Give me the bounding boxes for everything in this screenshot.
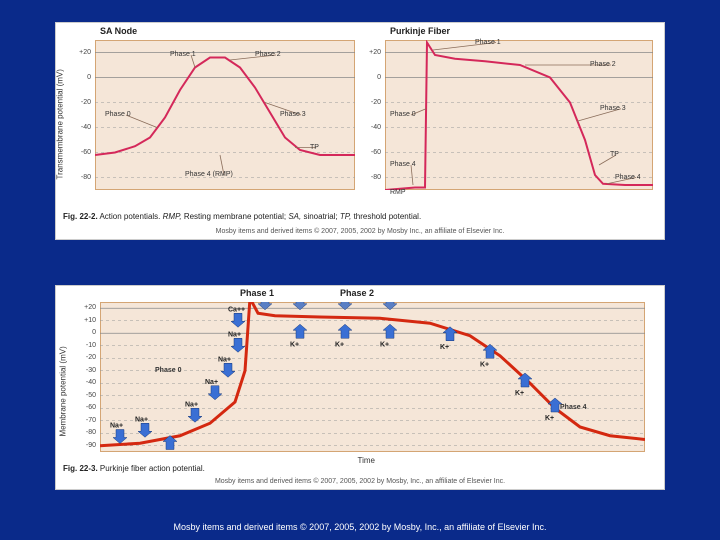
phase-label: Phase 4 bbox=[560, 404, 586, 411]
figure-caption: Fig. 22-3. Purkinje fiber action potenti… bbox=[63, 464, 205, 473]
ytick-label: +20 bbox=[76, 304, 96, 311]
phase-label: TP bbox=[610, 151, 619, 158]
ytick-label: +10 bbox=[76, 317, 96, 324]
ytick-label: -80 bbox=[76, 429, 96, 436]
ytick-label: -60 bbox=[76, 404, 96, 411]
svg-text:K+: K+ bbox=[440, 344, 449, 351]
ytick-label: +20 bbox=[71, 49, 91, 56]
ytick-label: -40 bbox=[76, 379, 96, 386]
ytick-label: -20 bbox=[361, 99, 381, 106]
ytick-label: 0 bbox=[76, 329, 96, 336]
phase-label: Phase 4 (RMP) bbox=[185, 171, 233, 178]
svg-text:K+: K+ bbox=[545, 415, 554, 422]
svg-text:Na+: Na+ bbox=[218, 356, 231, 363]
ytick-label: -60 bbox=[361, 149, 381, 156]
ytick-label: -60 bbox=[71, 149, 91, 156]
phase1-header: Phase 1 bbox=[240, 288, 274, 298]
phase2-header: Phase 2 bbox=[340, 288, 374, 298]
phase-label: RMP bbox=[390, 189, 406, 196]
phase-label: Phase 4 bbox=[615, 174, 641, 181]
ytick-label: -20 bbox=[71, 99, 91, 106]
phase-label: Phase 3 bbox=[280, 111, 306, 118]
sa-title: SA Node bbox=[100, 26, 137, 36]
phase-label: TP bbox=[310, 144, 319, 151]
copyright-text: Mosby items and derived items © 2007, 20… bbox=[55, 478, 665, 485]
phase-label: Phase 0 bbox=[390, 111, 416, 118]
phase-label: Phase 2 bbox=[590, 61, 616, 68]
ytick-label: 0 bbox=[71, 74, 91, 81]
phase-label: Phase 0 bbox=[155, 367, 181, 374]
copyright-text: Mosby items and derived items © 2007, 20… bbox=[55, 228, 665, 235]
svg-text:Na+: Na+ bbox=[205, 379, 218, 386]
y-axis-label: Transmembrane potential (mV) bbox=[56, 60, 65, 180]
phase-label: Phase 0 bbox=[105, 111, 131, 118]
ytick-label: -20 bbox=[76, 354, 96, 361]
ytick-label: -40 bbox=[361, 124, 381, 131]
figure-caption: Fig. 22-2. Action potentials. RMP, Resti… bbox=[63, 212, 421, 221]
ytick-label: -40 bbox=[71, 124, 91, 131]
ytick-label: 0 bbox=[361, 74, 381, 81]
y-axis-label: Membrane potential (mV) bbox=[59, 327, 68, 437]
ytick-label: -10 bbox=[76, 342, 96, 349]
slide-footer: Mosby items and derived items © 2007, 20… bbox=[0, 522, 720, 532]
svg-text:K+: K+ bbox=[290, 341, 299, 348]
svg-text:K+: K+ bbox=[335, 341, 344, 348]
svg-text:K+: K+ bbox=[515, 390, 524, 397]
ytick-label: -80 bbox=[71, 174, 91, 181]
ytick-label: -70 bbox=[76, 417, 96, 424]
ytick-label: +20 bbox=[361, 49, 381, 56]
svg-text:Na+: Na+ bbox=[135, 416, 148, 423]
svg-text:Na+: Na+ bbox=[110, 423, 123, 430]
phase-label: Phase 4 bbox=[390, 161, 416, 168]
svg-text:Ca++: Ca++ bbox=[228, 306, 245, 313]
phase-label: Phase 1 bbox=[475, 39, 501, 46]
phase-label: Phase 1 bbox=[170, 51, 196, 58]
ytick-label: -30 bbox=[76, 367, 96, 374]
phase-label: Phase 2 bbox=[255, 51, 281, 58]
ytick-label: -90 bbox=[76, 442, 96, 449]
ytick-label: -50 bbox=[76, 392, 96, 399]
pf-title: Purkinje Fiber bbox=[390, 26, 450, 36]
svg-text:K+: K+ bbox=[480, 361, 489, 368]
svg-text:Na+: Na+ bbox=[185, 401, 198, 408]
svg-text:K+: K+ bbox=[380, 341, 389, 348]
ytick-label: -80 bbox=[361, 174, 381, 181]
svg-text:Na+: Na+ bbox=[228, 331, 241, 338]
x-axis-label: Time bbox=[358, 456, 375, 465]
phase-label: Phase 3 bbox=[600, 105, 626, 112]
